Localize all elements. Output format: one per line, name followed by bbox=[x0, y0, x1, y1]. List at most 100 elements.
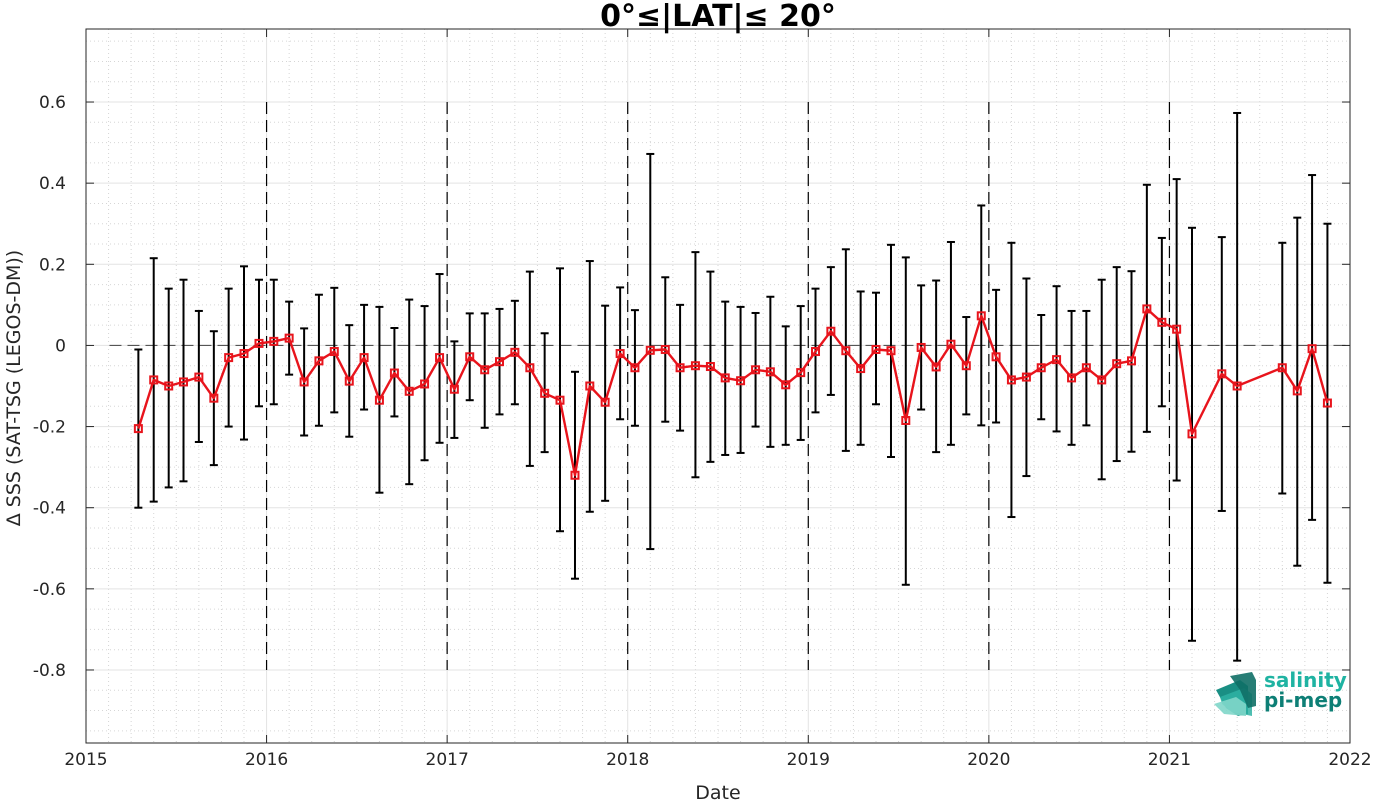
x-tick-label: 2016 bbox=[245, 750, 288, 770]
data-point bbox=[149, 375, 159, 385]
x-tick-label: 2021 bbox=[1148, 750, 1191, 770]
data-point bbox=[811, 347, 821, 357]
x-tick-label: 2022 bbox=[1328, 750, 1371, 770]
data-point bbox=[359, 353, 369, 363]
chart-title: 0°≤|LAT|≤ 20° bbox=[600, 0, 836, 34]
y-tick-labels: -0.8 -0.6 -0.4 -0.2 0 0.2 0.4 0.6 bbox=[33, 93, 66, 681]
data-point bbox=[630, 363, 640, 373]
data-point bbox=[525, 363, 535, 373]
data-point bbox=[765, 367, 775, 377]
y-tick-label: -0.4 bbox=[33, 499, 66, 519]
data-point bbox=[796, 368, 806, 378]
data-point bbox=[615, 349, 625, 359]
data-point bbox=[495, 357, 505, 367]
data-point bbox=[435, 353, 445, 363]
data-point bbox=[374, 395, 384, 405]
data-point bbox=[916, 342, 926, 352]
data-point bbox=[510, 347, 520, 357]
data-point bbox=[705, 362, 715, 372]
salinity-pi-mep-logo: salinity pi-mep bbox=[1214, 668, 1347, 716]
data-point bbox=[1187, 429, 1197, 439]
x-tick-labels: 2015 2016 2017 2018 2019 2020 2021 2022 bbox=[64, 750, 1371, 770]
data-point bbox=[1112, 359, 1122, 369]
data-point bbox=[420, 379, 430, 389]
data-point bbox=[164, 381, 174, 391]
y-tick-label: 0.6 bbox=[39, 93, 66, 113]
data-point bbox=[239, 349, 249, 359]
data-point bbox=[299, 377, 309, 387]
data-point bbox=[856, 364, 866, 374]
data-point bbox=[991, 352, 1001, 362]
data-point bbox=[465, 352, 475, 362]
data-point bbox=[660, 344, 670, 354]
data-point bbox=[1142, 304, 1152, 314]
y-tick-label: 0 bbox=[55, 336, 66, 356]
x-tick-label: 2017 bbox=[426, 750, 469, 770]
data-point bbox=[404, 386, 414, 396]
data-point bbox=[1292, 386, 1302, 396]
data-point bbox=[254, 338, 264, 348]
y-tick-label: 0.4 bbox=[39, 174, 66, 194]
y-axis-label: Δ SSS (SAT-TSG (LEGOS-DM)) bbox=[3, 250, 25, 526]
data-point bbox=[781, 380, 791, 390]
logo-text-salinity: salinity bbox=[1264, 668, 1347, 692]
series-line bbox=[137, 307, 1329, 477]
data-point bbox=[736, 376, 746, 386]
data-point bbox=[1067, 373, 1077, 383]
x-tick-label: 2019 bbox=[787, 750, 830, 770]
data-point bbox=[570, 470, 580, 480]
data-point bbox=[1052, 355, 1062, 365]
axes-box bbox=[85, 28, 1351, 744]
data-point bbox=[751, 365, 761, 375]
data-point bbox=[284, 333, 294, 343]
data-point bbox=[179, 377, 189, 387]
data-point bbox=[901, 415, 911, 425]
data-point bbox=[1036, 363, 1046, 373]
data-point bbox=[1172, 324, 1182, 334]
data-point bbox=[209, 393, 219, 403]
data-point bbox=[1277, 363, 1287, 373]
axes-frame bbox=[85, 28, 1351, 744]
y-tick-label: 0.2 bbox=[39, 255, 66, 275]
data-point bbox=[133, 424, 143, 434]
data-point bbox=[690, 361, 700, 371]
data-point bbox=[1021, 372, 1031, 382]
data-point bbox=[1081, 363, 1091, 373]
logo-text-pi-mep: pi-mep bbox=[1264, 688, 1342, 712]
logo-wave-icon bbox=[1214, 672, 1256, 716]
series-line-group bbox=[137, 307, 1329, 477]
x-tick-label: 2020 bbox=[967, 750, 1010, 770]
data-point bbox=[540, 388, 550, 398]
data-point bbox=[871, 344, 881, 354]
data-point bbox=[389, 368, 399, 378]
data-point bbox=[976, 311, 986, 321]
data-point bbox=[675, 363, 685, 373]
data-markers bbox=[133, 304, 1332, 480]
x-tick-label: 2015 bbox=[64, 750, 107, 770]
x-tick-label: 2018 bbox=[606, 750, 649, 770]
data-point bbox=[720, 373, 730, 383]
data-point bbox=[269, 336, 279, 346]
data-point bbox=[1307, 344, 1317, 354]
data-point bbox=[1217, 369, 1227, 379]
data-point bbox=[961, 361, 971, 371]
data-point bbox=[1322, 398, 1332, 408]
y-tick-label: -0.2 bbox=[33, 418, 66, 438]
data-point bbox=[600, 397, 610, 407]
year-separators bbox=[265, 102, 1171, 670]
data-point bbox=[329, 347, 339, 357]
x-axis-label: Date bbox=[695, 782, 740, 801]
y-tick-label: -0.8 bbox=[33, 661, 66, 681]
data-point bbox=[194, 372, 204, 382]
data-point bbox=[344, 376, 354, 386]
data-point bbox=[1157, 317, 1167, 327]
data-point bbox=[585, 381, 595, 391]
data-point bbox=[555, 395, 565, 405]
data-point bbox=[1127, 356, 1137, 366]
data-point bbox=[946, 339, 956, 349]
data-point bbox=[449, 384, 459, 394]
data-point bbox=[1097, 375, 1107, 385]
data-point bbox=[314, 356, 324, 366]
data-point bbox=[931, 362, 941, 372]
